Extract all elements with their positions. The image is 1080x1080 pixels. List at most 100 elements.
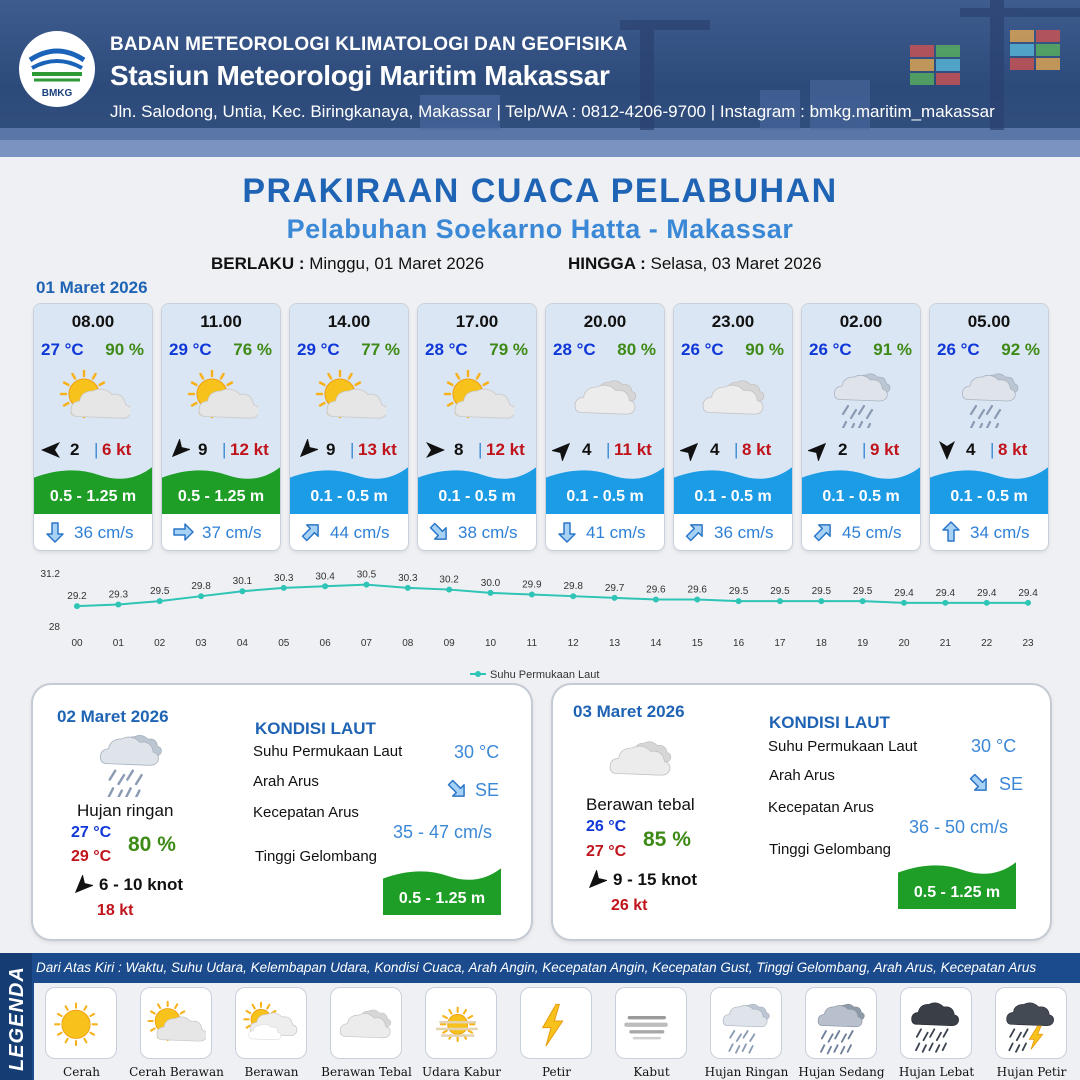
header-banner: BMKG BADAN METEOROLOGI KLIMATOLOGI DAN G…: [0, 0, 1080, 157]
card-time: 11.00: [200, 312, 242, 331]
x-tick-label: 23: [1022, 638, 1034, 649]
card-current: 37 cm/s: [162, 514, 280, 550]
current-speed: 34 cm/s: [970, 523, 1030, 542]
data-label: 29.4: [1018, 588, 1038, 599]
data-point: [198, 593, 205, 600]
data-label: 29.2: [67, 591, 87, 602]
sea-temp-chart: 31.2 28 29.2 29.3 29.5 29.8 30.1 30.3 30.4 30.5 30…: [41, 569, 1039, 681]
card-temperature: 27 °C: [41, 340, 84, 359]
cerah-icon: [54, 1002, 98, 1047]
data-label: 29.4: [936, 588, 956, 599]
data-label: 29.8: [563, 581, 583, 592]
day2-arah-value: SE: [475, 780, 500, 800]
day3-kondisi-title: KONDISI LAUT: [769, 713, 890, 732]
card-humidity: 90 %: [105, 340, 144, 359]
hourly-card: 20.00 28 °C 80 % 4 | 11 kt 0.1 - 0.5 m 41 cm/…: [546, 304, 664, 550]
hourly-card: 17.00 28 °C 79 % 8 | 12 kt 0.1 - 0.5 m 38 cm/…: [418, 304, 536, 550]
kabut-icon: [624, 1016, 668, 1040]
validity-to-value: Selasa, 03 Maret 2026: [650, 254, 822, 273]
day3-temp-min: 26 °C: [586, 818, 627, 835]
day3-weather-icon: [609, 741, 672, 776]
legend-label: Hujan Sedang: [798, 1065, 885, 1079]
legend-panel: LEGENDA Dari Atas Kiri : Waktu, Suhu Uda…: [0, 953, 1080, 1080]
wind-gust: 8 kt: [742, 440, 772, 459]
data-label: 30.4: [315, 571, 335, 582]
data-label: 29.6: [646, 585, 666, 596]
data-point: [570, 593, 577, 600]
day2-date: 02 Maret 2026: [57, 707, 169, 726]
wave-height: 0.1 - 0.5 m: [822, 488, 900, 505]
x-tick-label: 22: [981, 638, 993, 649]
hourly-card: 02.00 26 °C 91 % 2 | 9 kt 0.1 - 0.5 m 45 cm/s: [802, 304, 920, 550]
card-time: 20.00: [583, 312, 627, 331]
x-tick-label: 19: [857, 638, 869, 649]
card-temperature: 29 °C: [169, 340, 212, 359]
x-tick-label: 17: [774, 638, 786, 649]
petir-icon: [541, 1003, 564, 1047]
wave-height: 0.1 - 0.5 m: [694, 488, 772, 505]
day3-temp-max: 27 °C: [586, 843, 627, 860]
wind-gust: 11 kt: [614, 440, 652, 459]
station-name: Stasiun Meteorologi Maritim Makassar: [110, 60, 610, 91]
card-current: 45 cm/s: [802, 514, 920, 550]
day3-wind-arrow-icon: [588, 870, 607, 889]
hujan-lebat-icon: [911, 1002, 959, 1053]
page-subtitle: Pelabuhan Soekarno Hatta - Makassar: [286, 214, 794, 244]
hourly-card: 23.00 26 °C 90 % 4 | 8 kt 0.1 - 0.5 m 36 cm/s: [674, 304, 792, 550]
wave-graphic: [162, 467, 280, 514]
card-time: 23.00: [711, 312, 755, 331]
cerah-berawan-icon: [147, 1000, 206, 1042]
data-point: [818, 598, 825, 605]
x-tick-label: 04: [237, 638, 249, 649]
card-current: 44 cm/s: [290, 514, 408, 550]
data-label: 29.3: [109, 589, 129, 600]
day3-wave-graphic: [898, 862, 1016, 909]
current-arrow-icon: [813, 524, 831, 542]
card-wind: 4 | 8 kt: [680, 438, 788, 461]
day2-forecast-box: 02 Maret 2026 Hujan ringan 27 °C 29 °C 8…: [33, 685, 531, 939]
day3-forecast-box: 03 Maret 2026 Berawan tebal 26 °C 27 °C …: [553, 685, 1050, 939]
wind-gust: 6 kt: [102, 440, 132, 459]
day3-tinggi-label: Tinggi Gelombang: [769, 841, 892, 858]
card-current: 38 cm/s: [418, 514, 536, 550]
data-point: [859, 598, 866, 605]
data-label: 30.0: [481, 578, 501, 589]
wind-gust: 12 kt: [486, 440, 525, 459]
validity-to-label: HINGGA :: [568, 254, 646, 273]
card-humidity: 92 %: [1001, 340, 1040, 359]
legend-icon-box: [711, 988, 781, 1058]
current-arrow-icon: [942, 521, 960, 542]
bmkg-logo: BMKG: [19, 31, 95, 107]
card-wind: 2 | 9 kt: [808, 438, 916, 461]
wind-gust: 13 kt: [358, 440, 397, 459]
card-time: 02.00: [839, 312, 883, 331]
wind-separator: |: [222, 440, 227, 459]
card-humidity: 76 %: [233, 340, 272, 359]
current-speed: 45 cm/s: [842, 523, 902, 542]
data-label: 30.1: [233, 576, 253, 587]
current-arrow-icon: [429, 522, 447, 540]
validity-from: BERLAKU : Minggu, 01 Maret 2026: [211, 254, 484, 274]
data-label: 29.5: [812, 586, 832, 597]
current-arrow-icon: [173, 523, 194, 541]
berawan-tebal-icon: [339, 1009, 392, 1039]
day3-condition: Berawan tebal: [586, 795, 695, 814]
day3-humidity: 85 %: [643, 828, 691, 851]
x-tick-label: 00: [71, 638, 83, 649]
day2-temp-min: 27 °C: [71, 824, 112, 841]
current-arrow-icon: [685, 524, 703, 542]
wind-speed: 4: [710, 440, 720, 459]
legend-label: Petir: [541, 1065, 572, 1079]
legend-side-tab: LEGENDA: [0, 953, 32, 1080]
cerah-berawan-icon: [59, 369, 130, 419]
berawan-icon: [243, 1001, 298, 1041]
legend-icon-box: [901, 988, 971, 1058]
legend-label: Kabut: [633, 1065, 670, 1079]
port-illustration: [0, 0, 1080, 157]
legend-label: Cerah Berawan: [129, 1065, 224, 1079]
wave-graphic: [34, 467, 152, 514]
cerah-berawan-icon: [315, 369, 386, 419]
hourly-card: 11.00 29 °C 76 % 9 | 12 kt 0.5 - 1.25 m 37 cm…: [162, 304, 280, 550]
day3-kec-label: Kecepatan Arus: [768, 799, 874, 816]
card-time: 17.00: [455, 312, 499, 331]
